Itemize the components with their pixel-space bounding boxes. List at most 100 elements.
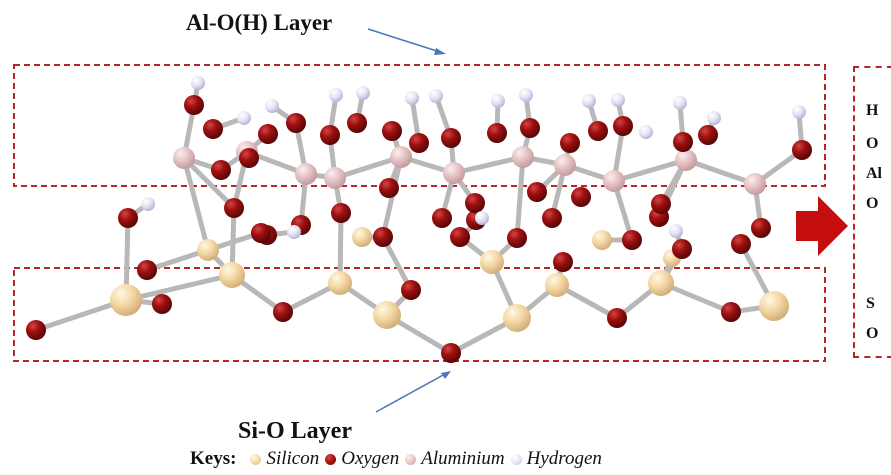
hydrogen-atom — [582, 94, 596, 108]
oxygen-atom — [184, 95, 204, 115]
legend-item-hydrogen: Hydrogen — [510, 448, 602, 470]
silicon-atom — [545, 273, 569, 297]
al-o-layer-box — [13, 64, 826, 187]
silicon-atom — [110, 284, 142, 316]
legend-label: Oxygen — [341, 448, 400, 469]
aluminium-atom — [603, 170, 625, 192]
top-layer-pointer — [367, 28, 446, 55]
right-arrow-icon — [796, 196, 848, 256]
oxygen-atom — [26, 320, 46, 340]
hydrogen-swatch-icon — [510, 453, 522, 465]
hydrogen-atom — [405, 91, 419, 105]
oxygen-atom — [347, 113, 367, 133]
side-label-o: O — [866, 325, 879, 342]
legend-title: Keys: — [190, 448, 237, 469]
oxygen-atom — [273, 302, 293, 322]
hydrogen-atom — [475, 211, 489, 225]
bond — [332, 154, 404, 181]
hydrogen-atom — [287, 225, 301, 239]
legend-label: Hydrogen — [526, 448, 602, 469]
oxygen-atom — [751, 218, 771, 238]
oxygen-atom — [432, 208, 452, 228]
oxygen-atom — [401, 280, 421, 300]
oxygen-atom — [152, 294, 172, 314]
oxygen-atom — [721, 302, 741, 322]
legend-item-silicon: Silicon — [250, 448, 319, 470]
oxygen-atom — [203, 119, 223, 139]
oxygen-atom — [373, 227, 393, 247]
side-label-o: O — [866, 135, 879, 152]
aluminium-atom — [512, 146, 534, 168]
oxygen-atom — [379, 178, 399, 198]
aluminium-atom — [324, 167, 346, 189]
hydrogen-atom — [669, 224, 683, 238]
silicon-atom — [648, 270, 674, 296]
legend-item-aluminium: Aluminium — [405, 448, 505, 470]
oxygen-atom — [792, 140, 812, 160]
oxygen-atom — [251, 223, 271, 243]
oxygen-atom — [698, 125, 718, 145]
side-label-panel — [853, 66, 891, 358]
hydrogen-atom — [429, 89, 443, 103]
hydrogen-atom — [356, 86, 370, 100]
bond — [683, 157, 758, 187]
silicon-atom — [197, 239, 219, 261]
hydrogen-atom — [237, 111, 251, 125]
silicon-atom — [503, 304, 531, 332]
oxygen-atom — [607, 308, 627, 328]
oxygen-atom — [286, 113, 306, 133]
legend-label: Silicon — [266, 448, 320, 469]
oxygen-atom — [651, 194, 671, 214]
oxygen-atom — [258, 124, 278, 144]
oxygen-atom — [731, 234, 751, 254]
bonds — [33, 80, 805, 356]
oxygen-atom — [137, 260, 157, 280]
oxygen-atom — [118, 208, 138, 228]
aluminium-atom — [295, 163, 317, 185]
oxygen-atom — [520, 118, 540, 138]
silicon-atom — [352, 227, 372, 247]
si-o-layer-label: Si-O Layer — [238, 418, 352, 444]
oxygen-atom — [450, 227, 470, 247]
oxygen-atom — [409, 133, 429, 153]
aluminium-atom — [554, 154, 576, 176]
legend: Keys: Silicon Oxygen Aluminium Hydrogen — [190, 448, 608, 470]
hydrogen-atom — [329, 88, 343, 102]
bond — [123, 272, 235, 303]
aluminium-atom — [390, 146, 412, 168]
oxygen-atom — [507, 228, 527, 248]
oxygen-atom — [239, 148, 259, 168]
silicon-atom — [373, 301, 401, 329]
bond — [611, 157, 689, 184]
oxygen-atom — [588, 121, 608, 141]
bond — [181, 155, 237, 211]
bond — [514, 154, 526, 241]
oxygen-atom — [672, 239, 692, 259]
silicon-swatch-icon — [250, 453, 262, 465]
oxygen-atom — [441, 343, 461, 363]
hydrogen-atom — [519, 88, 533, 102]
silicon-atom — [480, 250, 504, 274]
oxygen-atom — [320, 125, 340, 145]
oxygen-atom — [331, 203, 351, 223]
silicon-atom — [592, 230, 612, 250]
aluminium-atom — [675, 149, 697, 171]
bond — [181, 155, 211, 253]
side-label-s: S — [866, 295, 875, 312]
oxygen-atom — [673, 132, 693, 152]
aluminium-swatch-icon — [405, 453, 417, 465]
aluminium-atom — [173, 147, 195, 169]
oxygen-atom — [560, 133, 580, 153]
silicon-atom — [219, 262, 245, 288]
hydrogen-atom — [639, 125, 653, 139]
oxygen-atom — [613, 116, 633, 136]
hydrogen-atom — [707, 111, 721, 125]
oxygen-atom — [571, 187, 591, 207]
oxygen-atom — [542, 208, 562, 228]
hydrogen-atom — [265, 99, 279, 113]
oxygen-atom — [553, 252, 573, 272]
aluminium-atom — [744, 173, 766, 195]
atoms — [26, 76, 812, 363]
legend-item-oxygen: Oxygen — [325, 448, 399, 470]
